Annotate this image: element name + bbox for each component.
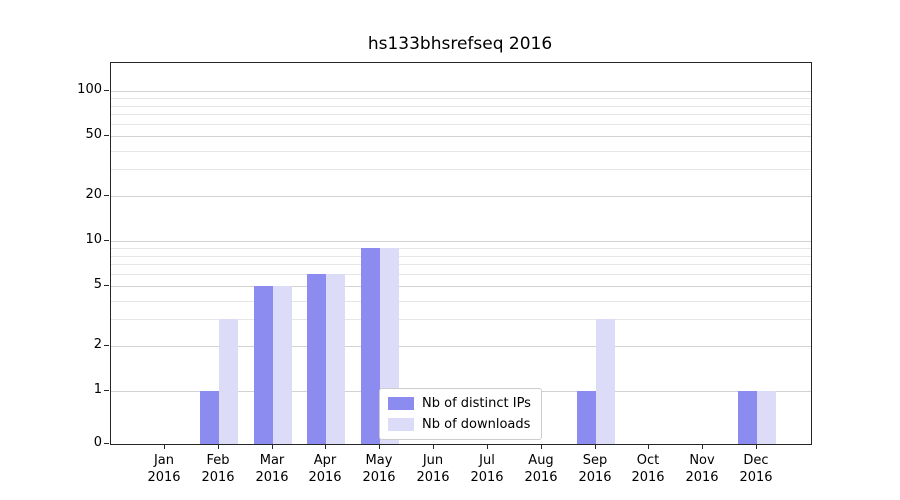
y-tick-label: 50: [85, 127, 102, 143]
legend-item-distinct-ips: Nb of distinct IPs: [388, 396, 531, 411]
bar-distinct-ips: [577, 391, 596, 444]
gridline-major: [111, 345, 811, 347]
gridline-major: [111, 195, 811, 197]
bar-distinct-ips: [200, 391, 219, 444]
x-tick-label: Oct 2016: [631, 453, 665, 485]
y-tick-label: 1: [93, 382, 102, 397]
y-tick-mark: [104, 443, 109, 444]
y-tick-mark: [104, 285, 109, 287]
y-tick-mark: [104, 240, 109, 241]
x-tick-mark: [272, 444, 273, 449]
gridline-minor: [111, 274, 811, 276]
y-tick-mark: [104, 90, 109, 91]
y-tick-mark: [104, 194, 109, 196]
y-tick-mark: [104, 344, 109, 346]
x-tick-mark: [648, 444, 649, 449]
y-tick-label: 100: [77, 82, 102, 97]
x-tick-mark: [541, 444, 542, 449]
y-tick-label: 20: [85, 186, 102, 202]
x-tick-mark: [487, 444, 488, 449]
gridline-minor: [111, 169, 811, 171]
gridline-major: [111, 241, 811, 242]
y-tick-mark: [104, 135, 109, 137]
gridline-major: [111, 286, 811, 288]
y-tick-label: 5: [93, 277, 102, 293]
x-tick-mark: [702, 444, 703, 449]
gridline-minor: [111, 124, 811, 126]
x-tick-label: Sep 2016: [578, 453, 612, 485]
x-tick-label: Jun 2016: [416, 453, 450, 485]
bar-downloads: [273, 286, 292, 444]
x-tick-mark: [433, 444, 434, 449]
x-tick-label: Jul 2016: [470, 453, 504, 485]
bar-distinct-ips: [254, 286, 273, 444]
gridline-minor: [111, 247, 811, 249]
x-tick-label: Jan 2016: [147, 453, 181, 485]
x-tick-label: Aug 2016: [524, 453, 558, 485]
bar-downloads: [596, 319, 615, 444]
legend-swatch-downloads: [388, 418, 414, 431]
x-tick-label: Feb 2016: [201, 453, 235, 485]
y-tick-label: 2: [93, 336, 102, 352]
bar-downloads: [219, 319, 238, 444]
x-tick-label: May 2016: [362, 453, 396, 485]
bar-downloads: [757, 391, 776, 444]
gridline-minor: [111, 264, 811, 266]
legend-swatch-distinct-ips: [388, 397, 414, 410]
plot-area: [110, 62, 812, 445]
gridline-minor: [111, 300, 811, 302]
gridline-minor: [111, 319, 811, 321]
gridline-minor: [111, 105, 811, 107]
bar-distinct-ips: [307, 274, 326, 444]
bar-distinct-ips: [361, 247, 380, 444]
x-tick-label: Mar 2016: [255, 453, 289, 485]
x-tick-mark: [164, 444, 165, 449]
x-tick-label: Nov 2016: [685, 453, 719, 485]
x-tick-mark: [756, 444, 757, 449]
gridline-minor: [111, 114, 811, 116]
gridline-minor: [111, 97, 811, 99]
x-tick-mark: [379, 444, 380, 449]
x-tick-mark: [595, 444, 596, 449]
gridline-minor: [111, 150, 811, 152]
legend-label-distinct-ips: Nb of distinct IPs: [422, 396, 531, 411]
gridline-major: [111, 136, 811, 138]
gridline-major: [111, 91, 811, 92]
y-tick-label: 0: [93, 435, 102, 450]
legend-label-downloads: Nb of downloads: [422, 417, 531, 432]
legend-item-downloads: Nb of downloads: [388, 417, 531, 432]
x-tick-mark: [325, 444, 326, 449]
gridline-minor: [111, 255, 811, 257]
chart-title: hs133bhsrefseq 2016: [367, 34, 553, 54]
x-tick-label: Apr 2016: [308, 453, 342, 485]
x-tick-mark: [218, 444, 219, 449]
bar-downloads: [326, 274, 345, 444]
y-tick-label: 10: [85, 232, 102, 247]
y-tick-mark: [104, 390, 109, 391]
bar-distinct-ips: [738, 391, 757, 444]
legend: Nb of distinct IPs Nb of downloads: [379, 388, 542, 440]
x-tick-label: Dec 2016: [739, 453, 773, 485]
